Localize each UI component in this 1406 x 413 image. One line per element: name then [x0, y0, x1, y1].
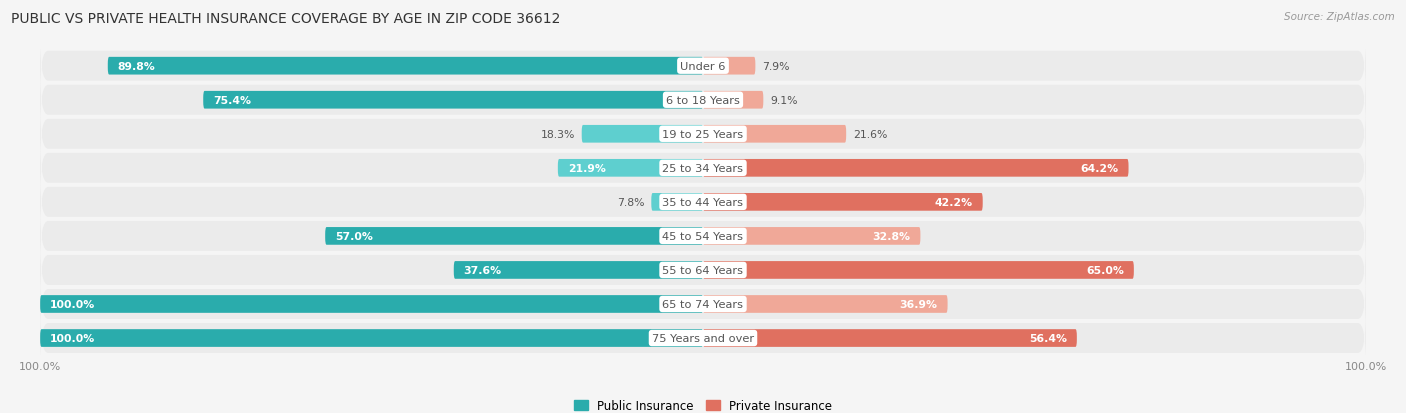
Text: 42.2%: 42.2%: [935, 197, 973, 207]
Text: PUBLIC VS PRIVATE HEALTH INSURANCE COVERAGE BY AGE IN ZIP CODE 36612: PUBLIC VS PRIVATE HEALTH INSURANCE COVER…: [11, 12, 561, 26]
FancyBboxPatch shape: [41, 330, 703, 347]
FancyBboxPatch shape: [41, 211, 1365, 262]
FancyBboxPatch shape: [41, 109, 1365, 160]
FancyBboxPatch shape: [703, 330, 1077, 347]
FancyBboxPatch shape: [325, 228, 703, 245]
FancyBboxPatch shape: [582, 126, 703, 143]
FancyBboxPatch shape: [41, 177, 1365, 228]
Text: 75.4%: 75.4%: [214, 95, 252, 105]
Text: 57.0%: 57.0%: [335, 231, 373, 241]
Text: 56.4%: 56.4%: [1029, 333, 1067, 343]
FancyBboxPatch shape: [41, 312, 1365, 364]
Text: 45 to 54 Years: 45 to 54 Years: [662, 231, 744, 241]
FancyBboxPatch shape: [703, 261, 1133, 279]
Text: 36.9%: 36.9%: [900, 299, 938, 309]
Text: 64.2%: 64.2%: [1080, 164, 1119, 173]
Text: 6 to 18 Years: 6 to 18 Years: [666, 95, 740, 105]
Text: 9.1%: 9.1%: [770, 95, 797, 105]
Text: 55 to 64 Years: 55 to 64 Years: [662, 265, 744, 275]
FancyBboxPatch shape: [651, 194, 703, 211]
Text: 35 to 44 Years: 35 to 44 Years: [662, 197, 744, 207]
FancyBboxPatch shape: [41, 142, 1365, 194]
Text: 21.6%: 21.6%: [853, 129, 887, 140]
Text: Under 6: Under 6: [681, 62, 725, 71]
FancyBboxPatch shape: [703, 228, 921, 245]
Text: 37.6%: 37.6%: [464, 265, 502, 275]
Legend: Public Insurance, Private Insurance: Public Insurance, Private Insurance: [569, 394, 837, 413]
Text: 100.0%: 100.0%: [51, 299, 96, 309]
Text: 32.8%: 32.8%: [873, 231, 911, 241]
FancyBboxPatch shape: [41, 295, 703, 313]
FancyBboxPatch shape: [703, 58, 755, 75]
FancyBboxPatch shape: [703, 92, 763, 109]
FancyBboxPatch shape: [204, 92, 703, 109]
FancyBboxPatch shape: [703, 126, 846, 143]
Text: 7.8%: 7.8%: [617, 197, 645, 207]
FancyBboxPatch shape: [703, 194, 983, 211]
Text: 100.0%: 100.0%: [51, 333, 96, 343]
Text: 89.8%: 89.8%: [118, 62, 156, 71]
FancyBboxPatch shape: [558, 159, 703, 177]
Text: 21.9%: 21.9%: [568, 164, 606, 173]
FancyBboxPatch shape: [703, 295, 948, 313]
Text: 19 to 25 Years: 19 to 25 Years: [662, 129, 744, 140]
FancyBboxPatch shape: [41, 75, 1365, 126]
Text: 25 to 34 Years: 25 to 34 Years: [662, 164, 744, 173]
FancyBboxPatch shape: [41, 41, 1365, 93]
Text: 65.0%: 65.0%: [1085, 265, 1123, 275]
FancyBboxPatch shape: [454, 261, 703, 279]
Text: 7.9%: 7.9%: [762, 62, 790, 71]
Text: 65 to 74 Years: 65 to 74 Years: [662, 299, 744, 309]
FancyBboxPatch shape: [703, 159, 1129, 177]
FancyBboxPatch shape: [41, 244, 1365, 296]
FancyBboxPatch shape: [41, 278, 1365, 330]
Text: 75 Years and over: 75 Years and over: [652, 333, 754, 343]
FancyBboxPatch shape: [108, 58, 703, 75]
Text: 18.3%: 18.3%: [541, 129, 575, 140]
Text: Source: ZipAtlas.com: Source: ZipAtlas.com: [1284, 12, 1395, 22]
